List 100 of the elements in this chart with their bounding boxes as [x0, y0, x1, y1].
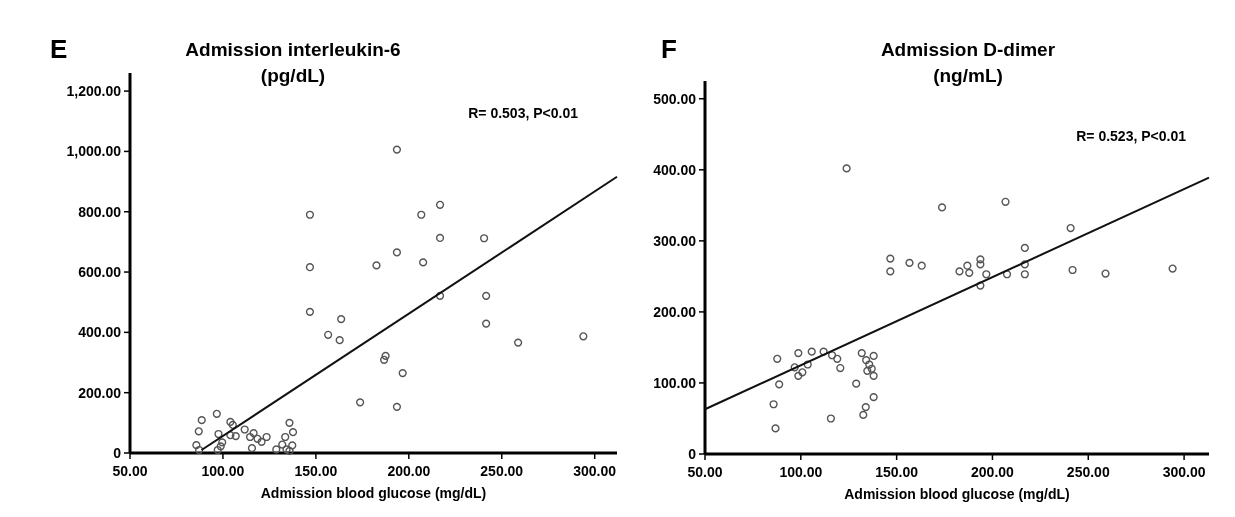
point — [281, 432, 290, 442]
point — [305, 263, 315, 272]
point — [982, 270, 991, 279]
point — [278, 440, 287, 449]
point — [833, 354, 842, 363]
point — [1066, 223, 1075, 233]
point — [228, 420, 237, 430]
annotation: R= 0.503, P<0.01 — [468, 105, 579, 121]
point — [1020, 270, 1029, 279]
point — [226, 417, 235, 427]
point — [1101, 269, 1110, 278]
chart-subtitle: (pg/dL) — [260, 65, 326, 86]
point — [862, 356, 871, 365]
point — [419, 258, 428, 267]
point — [836, 363, 845, 373]
point — [1020, 260, 1029, 269]
y-tick-label: 100.00 — [653, 374, 697, 391]
point — [807, 347, 816, 356]
point — [288, 441, 297, 450]
y-tick-label: 800.00 — [78, 203, 122, 220]
x-axis-title: Admission blood glucose (mg/dL) — [844, 486, 1070, 502]
chart-title: Admission interleukin-6 — [185, 39, 401, 60]
point — [240, 425, 249, 434]
y-tick-label: 0 — [113, 445, 122, 461]
point — [381, 351, 390, 360]
point — [886, 267, 895, 276]
point — [216, 442, 225, 451]
point — [272, 445, 281, 454]
point — [213, 445, 222, 455]
y-tick-label: 500.00 — [653, 90, 697, 107]
point — [869, 371, 878, 380]
text: F — [661, 34, 677, 64]
point — [218, 438, 227, 447]
text: E — [50, 34, 68, 64]
x-axis-title: Admission blood glucose (mg/dL) — [260, 485, 487, 501]
x-tick-label: 150.00 — [294, 463, 338, 479]
point — [852, 379, 861, 388]
point — [417, 210, 426, 219]
point — [192, 441, 201, 450]
point — [231, 432, 240, 441]
x-tick-label: 50.00 — [112, 463, 148, 479]
y-tick-label: 400.00 — [78, 324, 122, 341]
point — [965, 268, 974, 277]
point — [226, 431, 235, 440]
point — [324, 330, 333, 339]
point — [247, 444, 257, 453]
y-tick-label: 300.00 — [653, 232, 697, 249]
point — [771, 424, 780, 433]
point — [937, 203, 947, 212]
point — [285, 418, 294, 427]
y-tick-label: 200.00 — [653, 303, 697, 320]
point — [482, 319, 491, 328]
x-tick-label: 250.00 — [1066, 464, 1110, 480]
point — [869, 351, 878, 361]
point — [480, 234, 489, 243]
point — [372, 261, 381, 270]
point — [798, 368, 807, 377]
point — [1068, 265, 1077, 275]
point — [579, 332, 588, 341]
chart-title: Admission D-dimer — [880, 39, 1056, 60]
point — [955, 267, 964, 276]
point — [976, 260, 985, 269]
point — [214, 429, 223, 439]
point — [249, 429, 258, 438]
x-tick-label: 300.00 — [1162, 464, 1206, 480]
point — [435, 233, 445, 243]
point — [803, 360, 812, 369]
point — [195, 445, 204, 455]
y-tick-label: 1,000.00 — [66, 143, 122, 160]
x-tick-label: 200.00 — [387, 463, 431, 479]
point — [245, 432, 255, 442]
x-tick-label: 100.00 — [201, 463, 245, 479]
point — [288, 428, 298, 437]
point — [257, 437, 266, 446]
point — [826, 414, 835, 423]
point — [398, 368, 407, 378]
point — [1168, 264, 1177, 273]
point — [917, 261, 926, 270]
point — [435, 291, 445, 300]
x-tick-label: 100.00 — [779, 464, 823, 480]
point — [514, 338, 523, 347]
point — [769, 400, 778, 409]
point — [963, 261, 972, 270]
point — [773, 354, 782, 363]
y-tick-label: 1,200.00 — [66, 83, 122, 100]
point — [819, 347, 828, 356]
point — [775, 380, 784, 389]
point — [380, 355, 389, 364]
point — [337, 315, 346, 324]
point — [869, 393, 878, 402]
point — [794, 349, 803, 358]
point — [857, 349, 866, 358]
point — [392, 145, 402, 154]
point — [863, 366, 872, 375]
x-tick-label: 50.00 — [687, 464, 723, 480]
y-tick-label: 200.00 — [78, 384, 122, 401]
point — [905, 258, 914, 267]
point — [197, 416, 206, 425]
point — [861, 403, 870, 412]
point — [1001, 197, 1010, 206]
